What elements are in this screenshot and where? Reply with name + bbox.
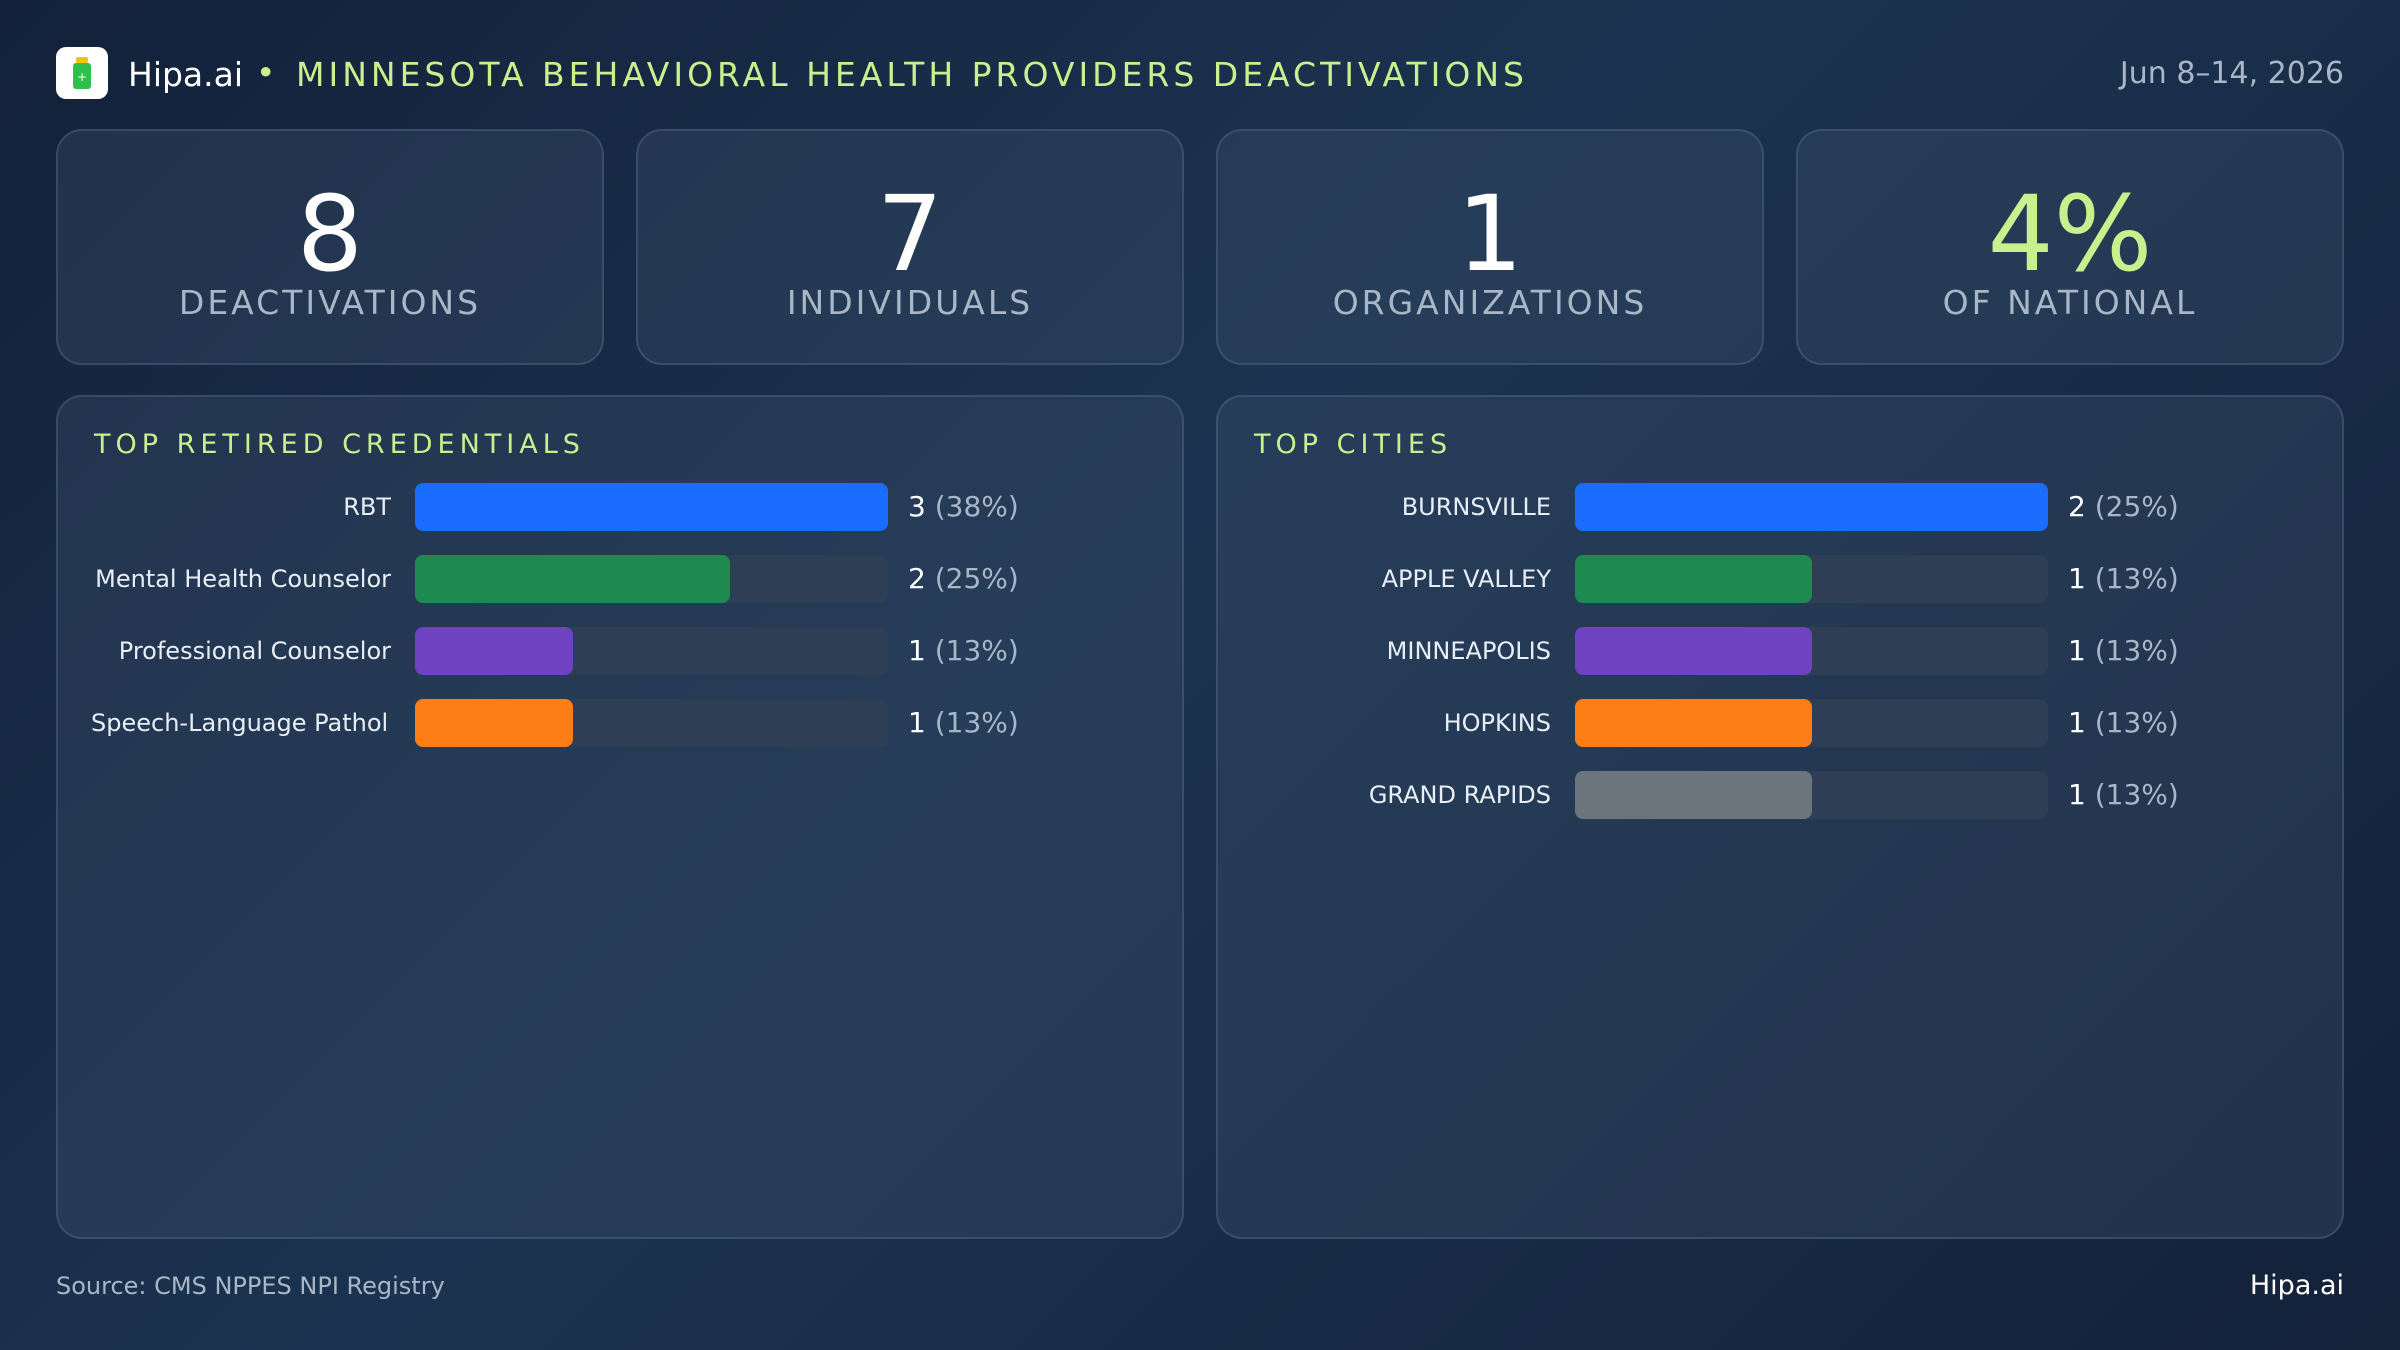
kpi-card: 7 INDIVIDUALS (636, 129, 1184, 365)
value-label: 1 (13%) (908, 634, 1019, 667)
value-number: 2 (908, 562, 926, 595)
value-label: 1 (13%) (2068, 706, 2179, 739)
share-label: (25%) (934, 562, 1019, 595)
share-label: (13%) (2094, 778, 2179, 811)
bar (415, 699, 573, 747)
logo: + (56, 47, 108, 99)
category-label: MINNEAPOLIS (1386, 637, 1551, 665)
panel-title: TOP CITIES (1254, 429, 1453, 460)
kpi-label: DEACTIVATIONS (178, 283, 482, 322)
category-label: Mental Health Counselor (95, 565, 391, 593)
category-label: RBT (343, 493, 391, 521)
bar (415, 627, 573, 675)
share-label: (13%) (2094, 562, 2179, 595)
kpi-value: 7 (876, 173, 944, 295)
share-label: (38%) (934, 490, 1019, 523)
value-number: 1 (908, 706, 926, 739)
title: MINNESOTA BEHAVIORAL HEALTH PROVIDERS DE… (296, 55, 1528, 94)
kpi-label: ORGANIZATIONS (1332, 283, 1648, 322)
separator: • (256, 53, 276, 92)
kpi-card: 8 DEACTIVATIONS (56, 129, 604, 365)
bar (1575, 483, 2048, 531)
bar (1575, 627, 1812, 675)
bar (415, 483, 888, 531)
value-number: 2 (2068, 490, 2086, 523)
source: Source: CMS NPPES NPI Registry (56, 1272, 445, 1300)
category-label: Professional Counselor (118, 637, 391, 665)
bar (415, 555, 731, 603)
value-label: 2 (25%) (908, 562, 1019, 595)
panel: TOP RETIRED CREDENTIALS RBT 3 (38%) Mental … (56, 395, 1184, 1239)
category-label: Speech-Language Pathol… (91, 709, 391, 737)
panel: TOP CITIES BURNSVILLE 2 (25%) APPLE VALLEY 1… (1216, 395, 2344, 1239)
date: Jun 8–14, 2026 (2119, 56, 2344, 91)
logo-icon: + (73, 57, 91, 89)
value-number: 1 (2068, 634, 2086, 667)
kpi-value: 1 (1456, 173, 1524, 295)
category-label: BURNSVILLE (1401, 493, 1551, 521)
value-number: 1 (908, 634, 926, 667)
kpi-value: 4% (1987, 173, 2153, 295)
share-label: (25%) (2094, 490, 2179, 523)
share-label: (13%) (2094, 706, 2179, 739)
kpi-card: 4% OF NATIONAL (1796, 129, 2344, 365)
footer-brand: Hipa.ai (2249, 1270, 2344, 1301)
category-label: HOPKINS (1443, 709, 1551, 737)
value-label: 1 (13%) (908, 706, 1019, 739)
value-number: 1 (2068, 706, 2086, 739)
category-label: APPLE VALLEY (1381, 565, 1551, 593)
svg-text:+: + (77, 70, 87, 84)
value-number: 3 (908, 490, 926, 523)
value-number: 1 (2068, 562, 2086, 595)
panel-title: TOP RETIRED CREDENTIALS (94, 429, 585, 460)
brand: Hipa.ai (128, 55, 244, 94)
kpi-label: OF NATIONAL (1942, 283, 2198, 322)
value-label: 1 (13%) (2068, 634, 2179, 667)
kpi-card: 1 ORGANIZATIONS (1216, 129, 1764, 365)
value-label: 1 (13%) (2068, 778, 2179, 811)
kpi-value: 8 (296, 173, 364, 295)
value-label: 3 (38%) (908, 490, 1019, 523)
value-label: 1 (13%) (2068, 562, 2179, 595)
share-label: (13%) (2094, 634, 2179, 667)
share-label: (13%) (934, 706, 1019, 739)
kpi-label: INDIVIDUALS (786, 283, 1034, 322)
value-label: 2 (25%) (2068, 490, 2179, 523)
bar (1575, 699, 1812, 747)
value-number: 1 (2068, 778, 2086, 811)
share-label: (13%) (934, 634, 1019, 667)
category-label: GRAND RAPIDS (1368, 781, 1551, 809)
bar (1575, 555, 1812, 603)
bar (1575, 771, 1812, 819)
